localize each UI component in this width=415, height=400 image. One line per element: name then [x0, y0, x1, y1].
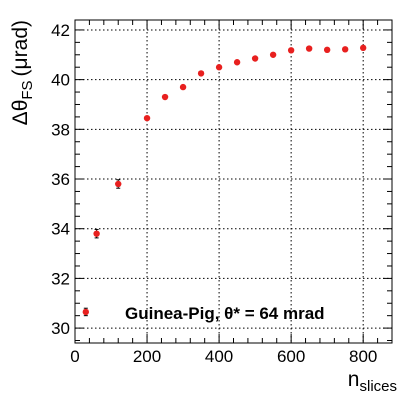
y-axis-title-sub: FS: [19, 80, 36, 99]
x-tick-label: 400: [205, 347, 233, 366]
plot-frame: [74, 19, 393, 344]
data-point: [197, 70, 205, 77]
data-point: [341, 46, 349, 53]
y-tick-label: 38: [51, 120, 70, 139]
data-point: [215, 64, 223, 71]
y-tick-label: 36: [51, 170, 70, 189]
y-tick-label: 30: [51, 319, 70, 338]
data-point: [93, 230, 100, 237]
grid-lines: [75, 20, 392, 343]
chart-annotation: Guinea-Pig, θ* = 64 mrad: [125, 304, 325, 323]
x-axis-title: nslices: [348, 368, 397, 395]
x-tick-label: 200: [133, 347, 161, 366]
tick-labels: 0 200 400 600 800 30 32 34 36 38 40 42: [51, 21, 377, 366]
x-tick-label: 0: [70, 347, 79, 366]
data-point: [323, 46, 331, 54]
data-point: [251, 55, 259, 62]
y-tick-label: 40: [51, 71, 70, 90]
x-axis-title-main: n: [348, 368, 360, 391]
y-tick-label: 34: [51, 220, 70, 239]
x-tick-label: 600: [277, 347, 305, 366]
data-point: [287, 47, 295, 54]
data-point: [82, 308, 90, 316]
data-point: [233, 59, 241, 66]
data-point: [269, 51, 277, 58]
data-points: [82, 44, 367, 317]
data-point: [143, 114, 151, 122]
y-tick-label: 32: [51, 269, 70, 288]
y-tick-label: 42: [51, 21, 70, 40]
x-axis-title-sub: slices: [359, 378, 397, 395]
data-point: [359, 44, 367, 52]
data-point: [115, 180, 122, 188]
data-point: [161, 93, 169, 101]
y-axis-title-unit: (μrad): [9, 20, 32, 76]
axis-ticks: [74, 20, 393, 343]
data-point: [305, 45, 313, 52]
x-tick-label: 800: [349, 347, 377, 366]
data-point: [179, 83, 187, 91]
y-axis-title-main: Δθ: [9, 100, 32, 126]
y-axis-title: ΔθFS (μrad): [9, 20, 36, 125]
